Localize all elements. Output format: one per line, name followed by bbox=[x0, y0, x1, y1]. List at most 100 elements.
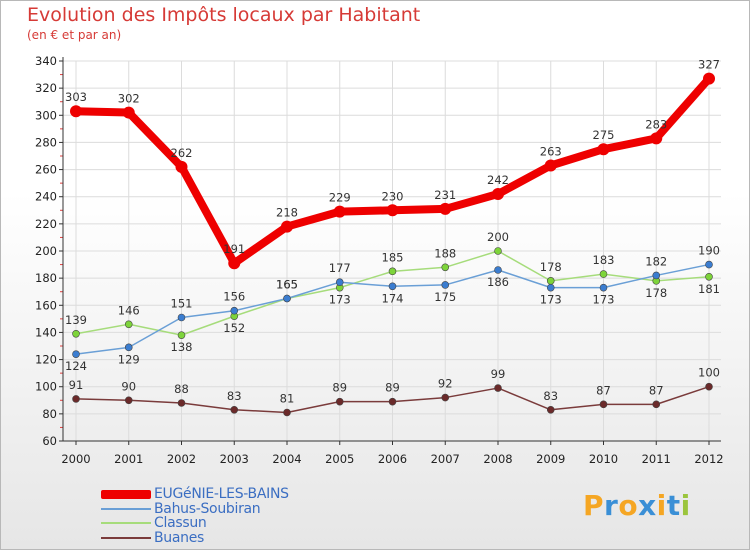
x-tick-label: 2005 bbox=[325, 452, 354, 466]
data-point bbox=[335, 397, 344, 406]
data-label: 88 bbox=[174, 382, 189, 396]
y-tick-label: 80 bbox=[42, 407, 57, 421]
x-tick-label: 2009 bbox=[536, 452, 565, 466]
y-tick-label: 280 bbox=[35, 135, 57, 149]
data-point bbox=[335, 278, 344, 287]
data-label: 175 bbox=[434, 290, 456, 304]
data-point bbox=[70, 105, 82, 118]
data-point bbox=[230, 306, 239, 315]
data-point bbox=[439, 202, 452, 215]
data-point bbox=[124, 320, 133, 329]
data-label: 87 bbox=[649, 383, 664, 397]
y-tick-label: 320 bbox=[35, 81, 57, 95]
data-point bbox=[177, 331, 186, 339]
data-label: 178 bbox=[540, 260, 562, 274]
data-label: 173 bbox=[593, 293, 615, 307]
logo-letter: o bbox=[618, 489, 639, 522]
data-label: 229 bbox=[329, 191, 351, 205]
data-label: 263 bbox=[540, 145, 562, 159]
y-tick-label: 260 bbox=[35, 163, 57, 177]
y-tick-label: 240 bbox=[35, 190, 57, 204]
data-label: 188 bbox=[434, 246, 456, 260]
data-point bbox=[494, 384, 502, 392]
data-point bbox=[177, 399, 186, 407]
data-label: 165 bbox=[276, 278, 298, 292]
data-label: 138 bbox=[171, 340, 193, 354]
data-label: 83 bbox=[227, 389, 242, 403]
data-point bbox=[441, 281, 450, 289]
data-label: 177 bbox=[329, 261, 351, 275]
data-point bbox=[283, 408, 291, 417]
data-label: 91 bbox=[69, 378, 84, 392]
data-label: 183 bbox=[593, 253, 615, 267]
y-tick-label: 120 bbox=[35, 353, 57, 367]
y-tick-label: 340 bbox=[35, 54, 57, 68]
data-point bbox=[546, 283, 555, 292]
data-point bbox=[599, 283, 608, 292]
data-point bbox=[122, 106, 135, 119]
data-point bbox=[228, 257, 241, 270]
data-label: 99 bbox=[491, 367, 506, 381]
data-point bbox=[652, 271, 661, 280]
data-point bbox=[494, 247, 502, 255]
data-label: 81 bbox=[280, 392, 295, 406]
data-point bbox=[494, 266, 502, 274]
legend-swatch bbox=[101, 536, 151, 539]
data-label: 182 bbox=[645, 254, 667, 268]
y-tick-label: 180 bbox=[35, 271, 57, 285]
y-tick-label: 60 bbox=[42, 434, 57, 448]
data-label: 242 bbox=[487, 173, 509, 187]
data-label: 152 bbox=[223, 321, 245, 335]
x-tick-label: 2001 bbox=[114, 452, 143, 466]
x-tick-label: 2012 bbox=[694, 452, 723, 466]
legend-swatch bbox=[101, 490, 151, 499]
data-label: 185 bbox=[382, 250, 404, 264]
logo-letter: i bbox=[656, 489, 667, 522]
x-tick-label: 2000 bbox=[61, 452, 90, 466]
data-label: 151 bbox=[171, 297, 193, 311]
data-label: 174 bbox=[382, 291, 404, 305]
data-point bbox=[72, 329, 80, 338]
data-point bbox=[72, 395, 80, 403]
data-label: 100 bbox=[698, 366, 720, 380]
legend-label: Bahus-Soubiran bbox=[154, 500, 261, 517]
x-tick-label: 2004 bbox=[272, 452, 301, 466]
data-point bbox=[124, 396, 133, 405]
x-tick-label: 2007 bbox=[431, 452, 460, 466]
data-label: 90 bbox=[121, 379, 136, 393]
data-point bbox=[388, 397, 397, 406]
legend-swatch bbox=[101, 522, 151, 524]
data-label: 186 bbox=[487, 275, 509, 289]
logo-letter: r bbox=[604, 489, 619, 522]
proxiti-logo: Proxiti bbox=[583, 489, 691, 522]
data-label: 173 bbox=[540, 293, 562, 307]
data-point bbox=[544, 159, 557, 172]
data-point bbox=[705, 382, 713, 391]
data-point bbox=[388, 282, 397, 291]
data-point bbox=[281, 220, 293, 233]
legend-swatch bbox=[101, 507, 151, 510]
data-label: 92 bbox=[438, 377, 453, 391]
x-tick-label: 2003 bbox=[220, 452, 249, 466]
data-point bbox=[546, 405, 555, 414]
data-label: 181 bbox=[698, 282, 720, 296]
data-label: 231 bbox=[434, 188, 456, 202]
data-point bbox=[441, 393, 450, 402]
x-tick-label: 2008 bbox=[483, 452, 512, 466]
data-label: 173 bbox=[329, 293, 351, 307]
x-tick-label: 2011 bbox=[642, 452, 671, 466]
data-label: 191 bbox=[223, 242, 245, 256]
data-label: 303 bbox=[65, 90, 87, 104]
x-tick-label: 2010 bbox=[589, 452, 618, 466]
data-point bbox=[441, 263, 450, 272]
data-point bbox=[388, 267, 397, 276]
data-label: 275 bbox=[593, 128, 615, 142]
data-label: 178 bbox=[645, 286, 667, 300]
data-point bbox=[283, 294, 291, 303]
y-tick-label: 160 bbox=[35, 298, 57, 312]
data-point bbox=[230, 405, 239, 414]
data-label: 190 bbox=[698, 244, 720, 258]
data-point bbox=[124, 343, 133, 352]
